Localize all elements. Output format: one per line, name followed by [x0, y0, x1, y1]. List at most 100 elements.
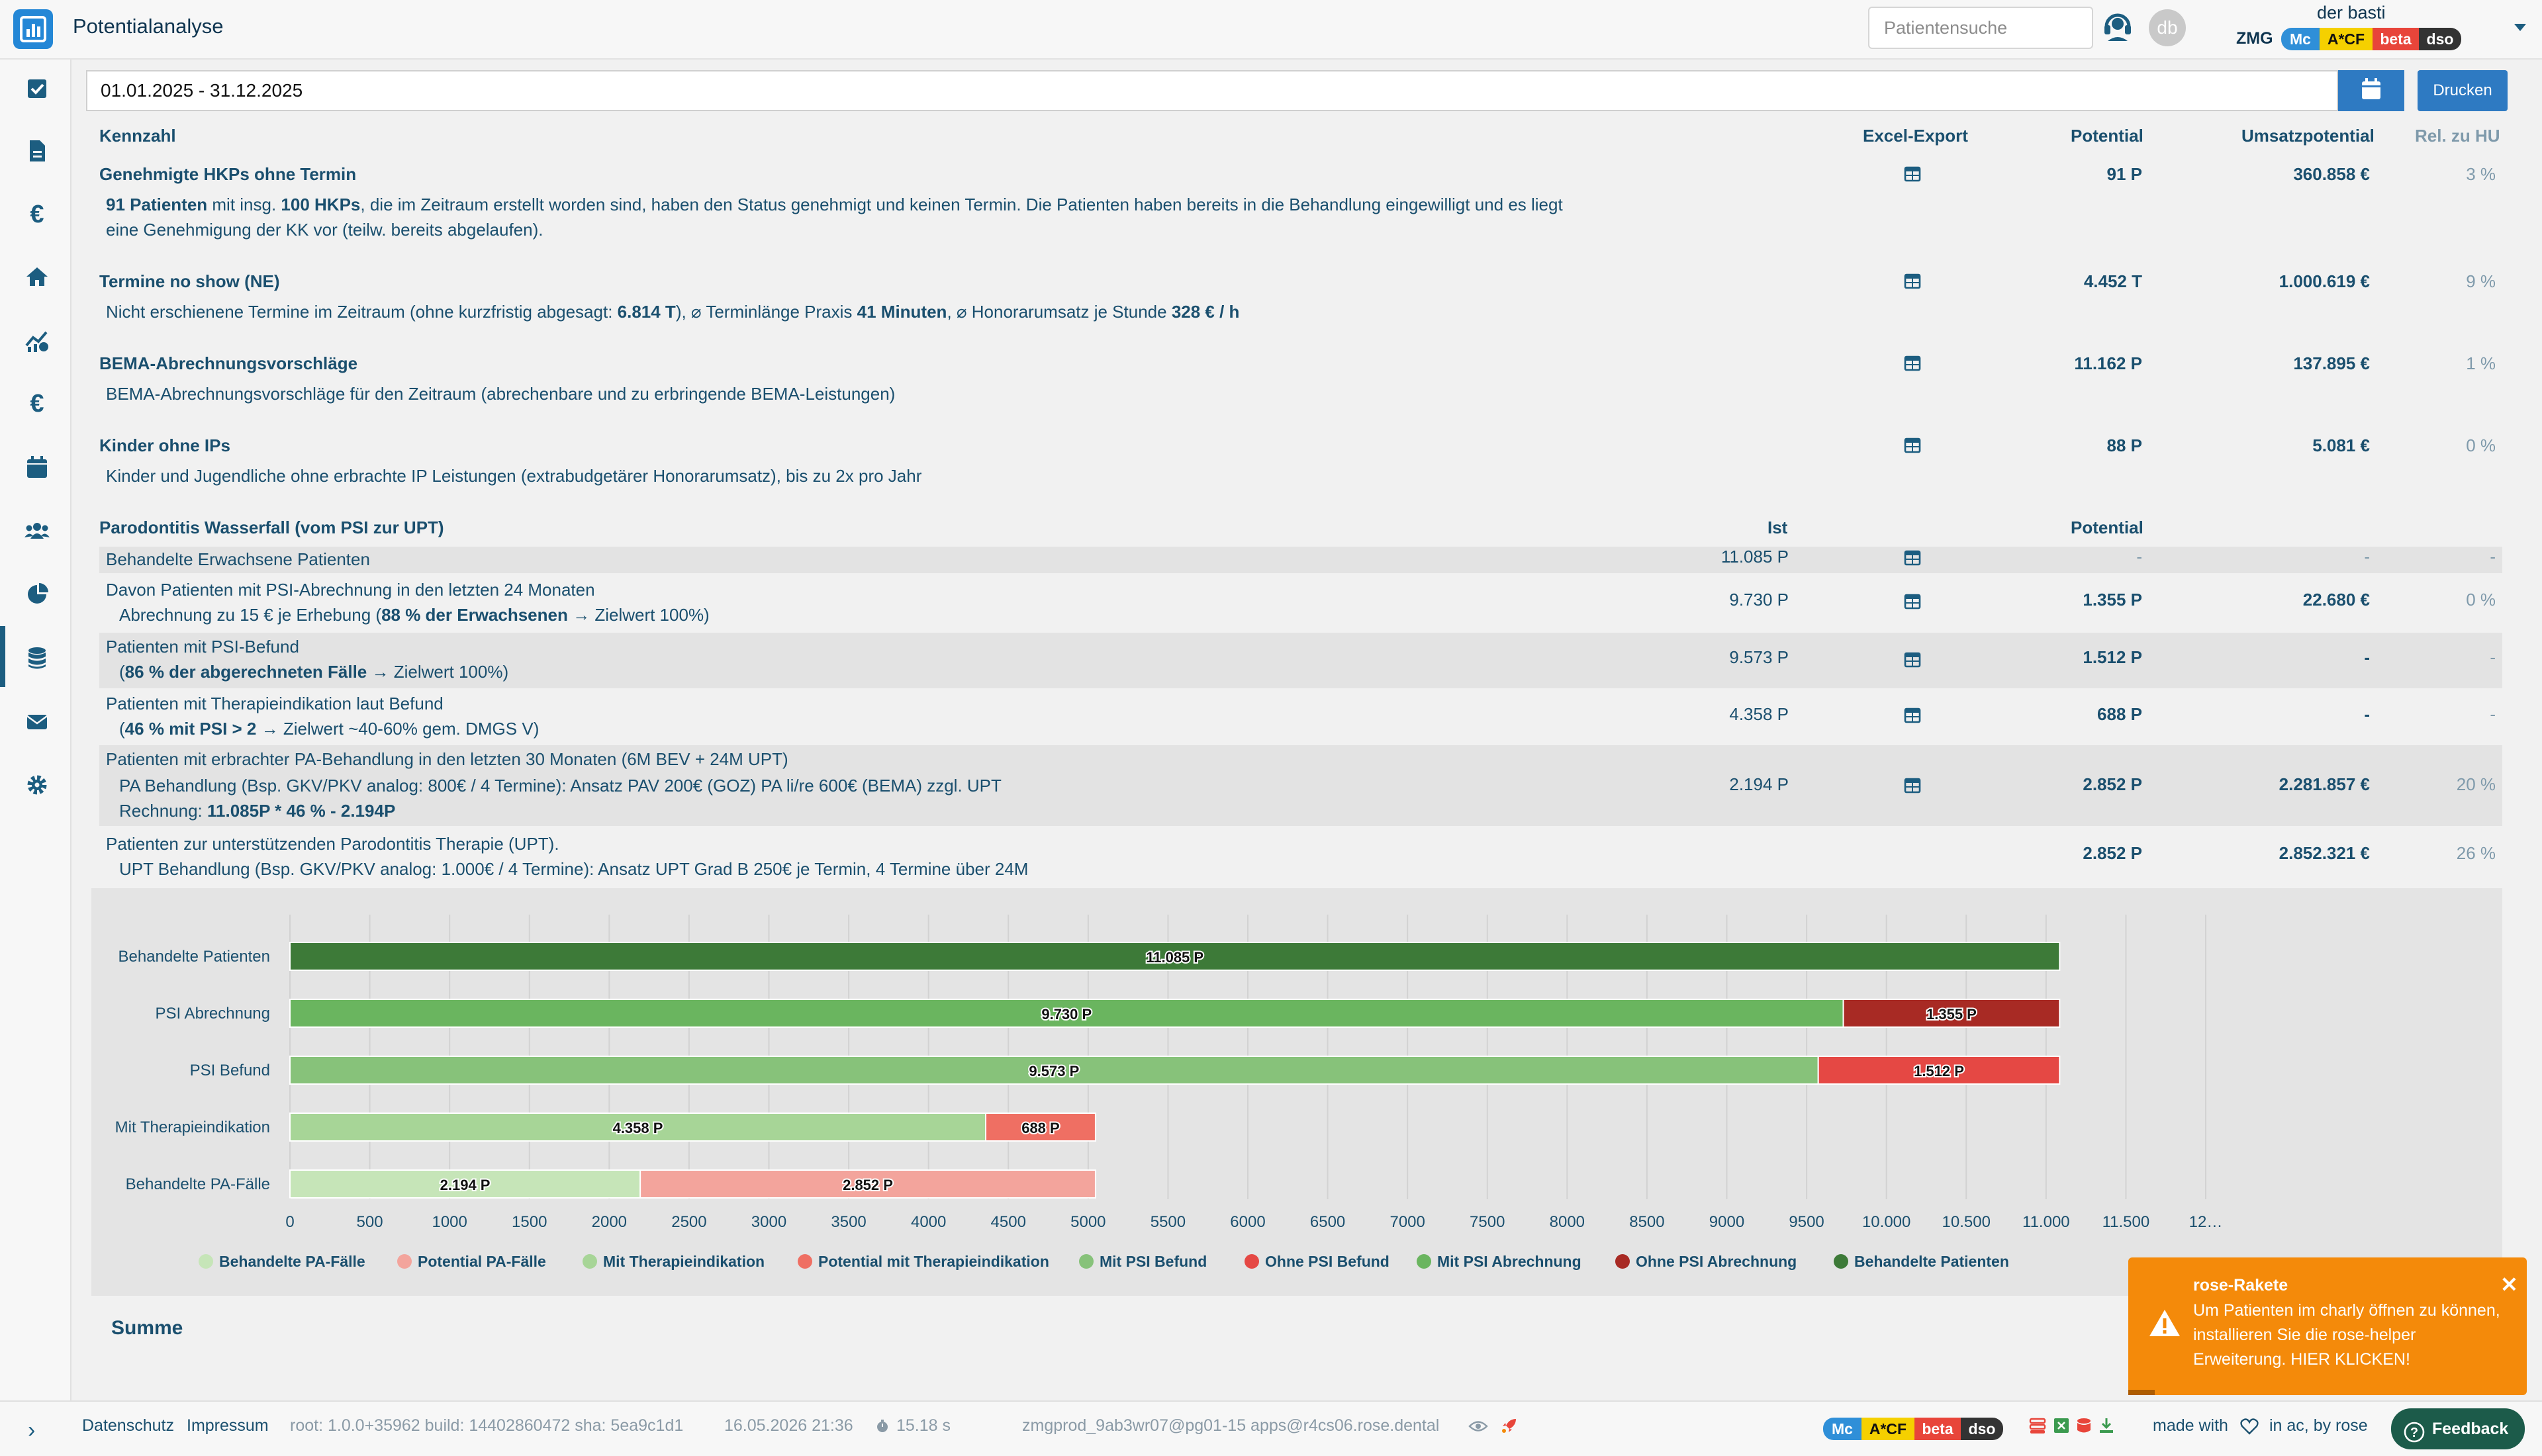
chart-category-label: PSI Befund	[190, 1062, 270, 1079]
toast-title: rose-Rakete	[2193, 1276, 2288, 1295]
table-row-ist: 2.194 P	[1729, 774, 1789, 794]
euro-icon[interactable]: €	[30, 201, 44, 228]
avatar[interactable]: db	[2149, 9, 2186, 46]
excel-export-icon[interactable]	[1904, 707, 1921, 724]
chart-tick-label: 0	[285, 1213, 294, 1231]
badge-acf: A*CF	[2320, 28, 2373, 50]
chart-tick-label: 11.000	[2022, 1213, 2070, 1231]
section-desc-bema: BEMA-Abrechnungsvorschläge für den Zeitr…	[106, 384, 896, 404]
gear-icon[interactable]	[24, 772, 50, 798]
feedback-button[interactable]: ? Feedback	[2391, 1408, 2525, 1449]
table-row-potential: -	[2136, 547, 2142, 567]
mail-icon[interactable]	[24, 708, 50, 735]
toast-message[interactable]: Um Patienten im charly öffnen zu können,…	[2193, 1301, 2500, 1369]
excel-export-icon[interactable]	[1904, 437, 1921, 454]
rose-raket-toast[interactable]: rose-Rakete Um Patienten im charly öffne…	[2128, 1257, 2527, 1395]
calendar-picker-button[interactable]	[2338, 70, 2404, 111]
bema-rel: 1 %	[2466, 353, 2496, 373]
table-row-label: Patienten mit Therapieindikation laut Be…	[106, 694, 444, 713]
excel-export-icon[interactable]	[1904, 355, 1921, 372]
col-header-potential: Potential	[2071, 126, 2143, 146]
table-row-rel: 26 %	[2456, 843, 2496, 863]
chart-tick-label: 6000	[1230, 1213, 1265, 1231]
chart-bar-ohne-psi-abrechnung	[1842, 999, 2061, 1028]
home-icon[interactable]	[24, 263, 50, 290]
table-row-ist: 9.730 P	[1729, 590, 1789, 610]
toast-progress-bar	[2128, 1390, 2155, 1395]
eye-icon[interactable]	[1468, 1419, 1488, 1433]
col-header-umsatzpotential: Umsatzpotential	[2241, 126, 2375, 146]
table-row-potential: 1.355 P	[2083, 590, 2142, 610]
stopwatch-icon	[875, 1419, 890, 1433]
chart-data-label: 2.194 P	[440, 1177, 491, 1193]
chart-tick-label: 11.500	[2102, 1213, 2150, 1231]
chart-tick-label: 1000	[432, 1213, 467, 1231]
excel-export-icon[interactable]	[1904, 593, 1921, 610]
legend-label-potential-pa-f-lle: Potential PA-Fälle	[418, 1253, 546, 1270]
excel-export-icon[interactable]	[1904, 549, 1921, 567]
table-row-ist: 4.358 P	[1729, 704, 1789, 724]
chart-data-label: 9.573 P	[1029, 1063, 1079, 1079]
calendar-icon[interactable]	[24, 454, 50, 480]
col-header-potential-2: Potential	[2071, 518, 2143, 537]
excel-export-icon[interactable]	[1904, 273, 1921, 290]
hkp-potential: 91 P	[2106, 164, 2143, 184]
user-menu-chevron-down-icon[interactable]	[2514, 24, 2526, 31]
heart-icon	[2240, 1418, 2259, 1435]
noshow-potential: 4.452 T	[2083, 271, 2142, 291]
chart-data-label: 1.355 P	[1926, 1006, 1977, 1023]
chart-category-label: Behandelte Patienten	[118, 948, 270, 966]
users-icon[interactable]	[24, 518, 50, 544]
date-range-input[interactable]: 01.01.2025 - 31.12.2025	[86, 70, 2338, 111]
chart-bar-mit-psi-abrechnung	[289, 999, 1844, 1028]
excel-export-icon[interactable]	[1904, 165, 1921, 183]
pie-chart-icon[interactable]	[24, 581, 50, 608]
chart-tick-label: 9000	[1709, 1213, 1744, 1231]
section-desc-hkp: 91 Patienten mit insg. 100 HKPs, die im …	[106, 195, 1563, 240]
chart-data-label: 11.085 P	[1146, 949, 1203, 966]
legend-marker	[397, 1254, 412, 1269]
top-header: Potentialanalyse db der basti ZMG Mc A*C…	[0, 0, 2542, 60]
sidebar-expand-chevron-icon[interactable]: ›	[28, 1418, 36, 1443]
table-row-potential: 2.852 P	[2083, 843, 2142, 863]
user-name[interactable]: der basti	[2317, 3, 2386, 23]
document-icon[interactable]	[24, 138, 50, 164]
table-row-rel: -	[2490, 547, 2496, 567]
badge-mc: Mc	[2281, 28, 2320, 50]
section-desc-kinder: Kinder und Jugendliche ohne erbrachte IP…	[106, 466, 922, 486]
table-row-potential: 2.852 P	[2083, 774, 2142, 794]
legend-marker	[1615, 1254, 1630, 1269]
patient-search-input[interactable]	[1868, 7, 2093, 49]
euro-icon-2[interactable]: €	[30, 390, 44, 418]
wasserfall-chart: Behandelte Patienten PSI Abrechnung PSI Be…	[91, 888, 2502, 1296]
svg-text:?: ?	[2410, 1426, 2418, 1440]
print-button[interactable]: Drucken	[2418, 70, 2508, 111]
practice-label: ZMG	[2236, 29, 2273, 48]
close-icon[interactable]: ✕	[2500, 1273, 2518, 1297]
table-row-rel: -	[2490, 647, 2496, 667]
app-logo-icon[interactable]	[13, 9, 53, 49]
help-circle-icon: ?	[2403, 1418, 2425, 1443]
database-status-icon[interactable]	[2028, 1416, 2048, 1435]
made-by-text: in ac, by rose	[2269, 1416, 2368, 1435]
download-icon[interactable]	[2097, 1416, 2116, 1435]
legend-marker	[1079, 1254, 1094, 1269]
database-icon[interactable]	[24, 645, 50, 671]
analytics-icon[interactable]	[24, 327, 50, 353]
rocket-icon[interactable]	[1500, 1416, 1519, 1435]
datenschutz-link[interactable]: Datenschutz	[82, 1416, 174, 1435]
excel-export-icon[interactable]	[1904, 651, 1921, 668]
support-headset-icon[interactable]	[2102, 8, 2133, 42]
footer-badge-dso: dso	[1961, 1418, 2003, 1440]
chart-category-label: Mit Therapieindikation	[115, 1118, 270, 1136]
section-desc-noshow: Nicht erschienene Termine im Zeitraum (o…	[106, 302, 1240, 322]
summe-heading: Summe	[111, 1317, 183, 1339]
impressum-link[interactable]: Impressum	[187, 1416, 269, 1435]
table-row-umsatz: -	[2364, 704, 2370, 724]
checkbox-icon[interactable]	[24, 75, 50, 102]
col-header-kennzahl: Kennzahl	[99, 126, 176, 146]
excel-export-icon[interactable]	[1904, 777, 1921, 794]
storage-icon[interactable]	[2075, 1416, 2093, 1435]
spreadsheet-icon[interactable]	[2052, 1416, 2071, 1435]
chart-bar-behandelte-patienten	[289, 942, 2061, 971]
